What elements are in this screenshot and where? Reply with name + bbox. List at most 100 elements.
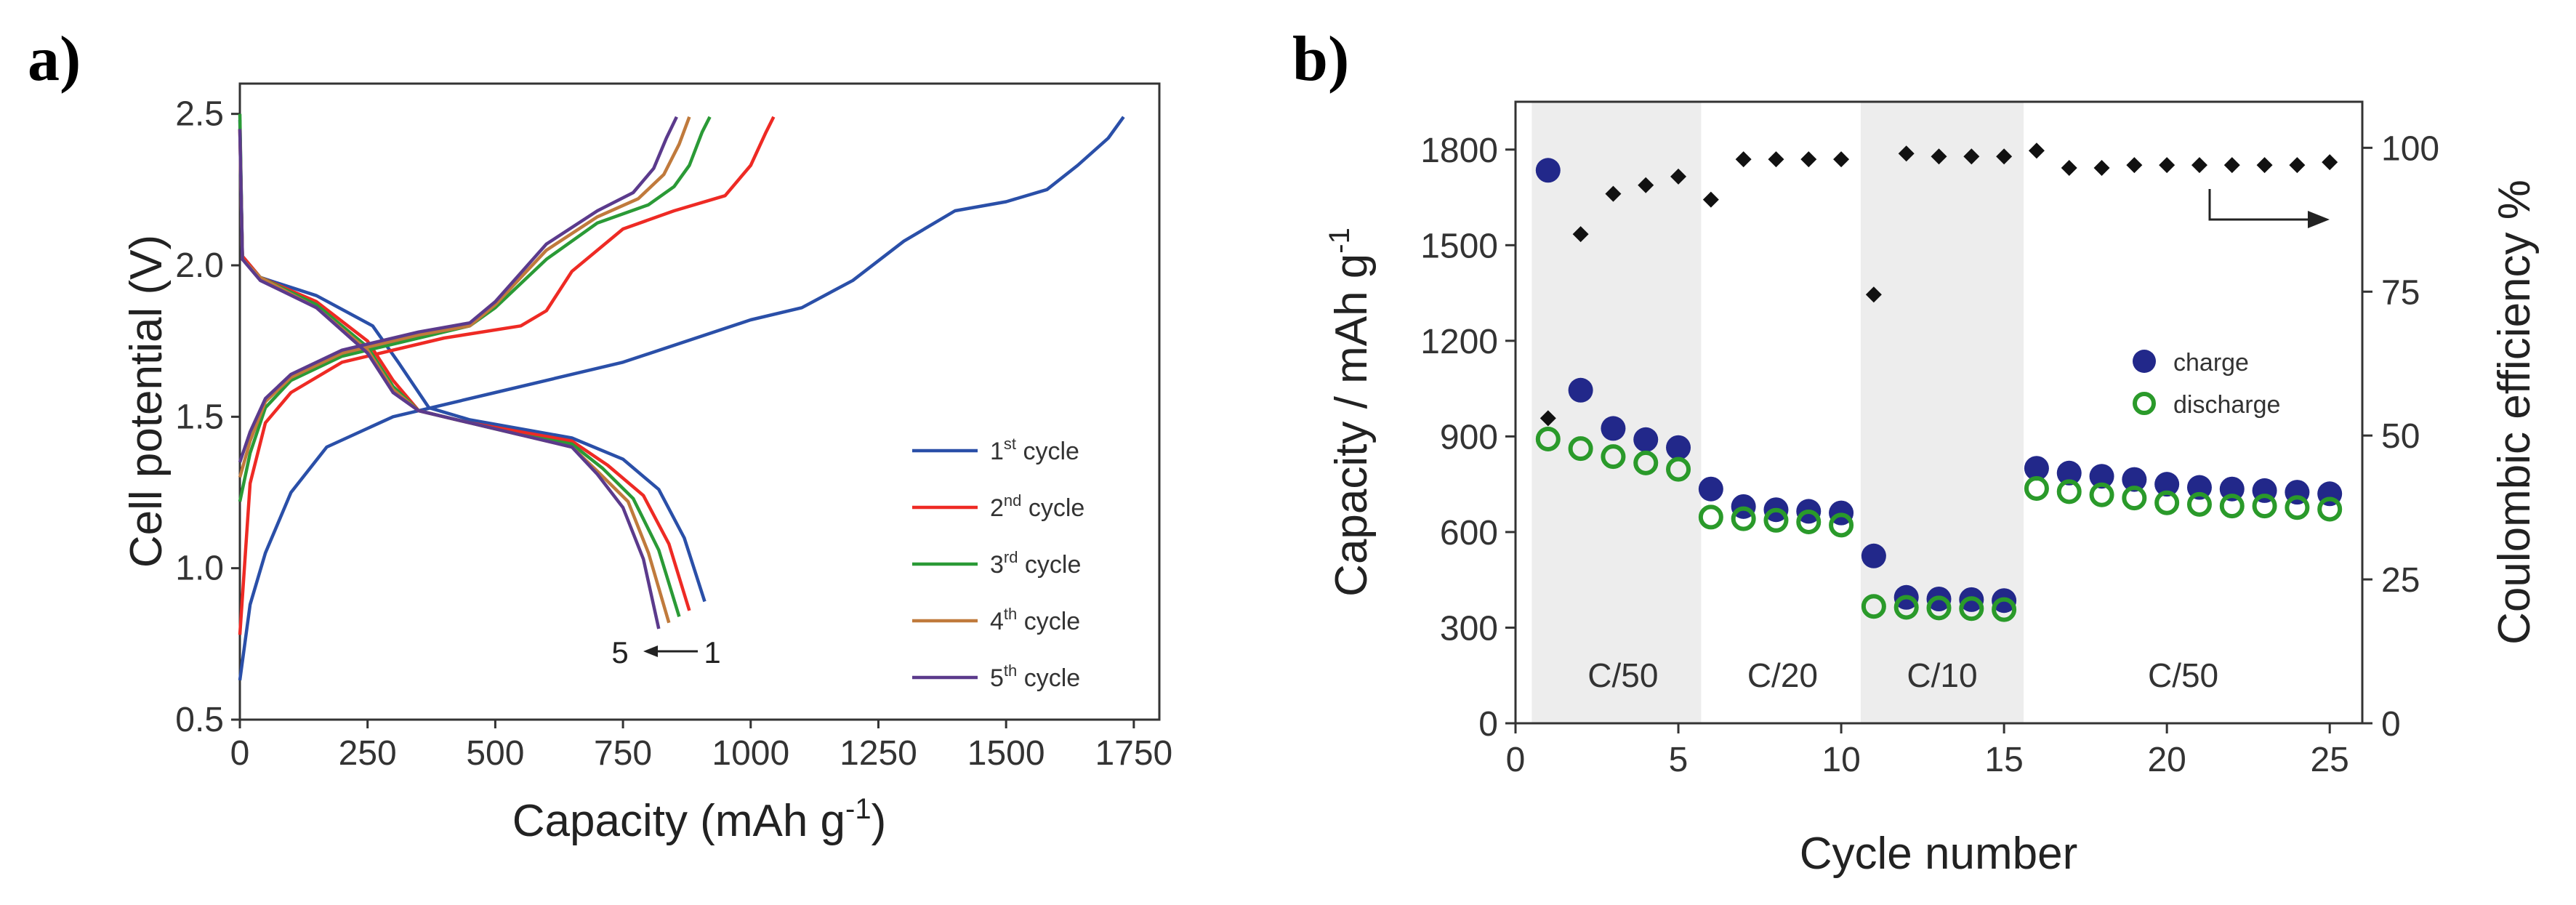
chart-b-xtick-label: 25 [2310, 741, 2348, 779]
chart-a-legend-label: 4th cycle [990, 605, 1080, 635]
chart-b-efficiency-point [1800, 151, 1817, 168]
chart-b-efficiency-point [2223, 157, 2240, 174]
chart-b-discharge-point [1861, 594, 1886, 619]
chart-b-efficiency-point [1833, 151, 1850, 168]
chart-b-ytick-label: 300 [1440, 609, 1498, 648]
chart-b-y2tick-label: 0 [2381, 705, 2401, 744]
chart-b-region-label: C/50 [1587, 656, 1658, 694]
chart-b-discharge-point [1796, 510, 1822, 534]
chart-b-efficiency-point [1735, 151, 1752, 168]
chart-b-ytick-label: 1200 [1420, 323, 1498, 361]
chart-b-discharge-point [2285, 495, 2310, 520]
chart-a-annotation-left: 5 [611, 635, 628, 669]
chart-b-discharge-point [1926, 595, 1952, 621]
chart-b-discharge-point [1992, 597, 2017, 622]
chart-b-arrow-head [2308, 211, 2330, 228]
chart-a-xtick-label: 750 [594, 734, 652, 773]
chart-b-discharge-point [2317, 496, 2343, 522]
chart-b-y2tick-label: 25 [2381, 561, 2420, 600]
chart-b-efficiency-point [1996, 148, 2013, 165]
chart-a-annotation-right: 1 [704, 635, 720, 669]
chart-a-legend-label: 1st cycle [990, 435, 1079, 465]
chart-b-efficiency-point [1931, 148, 1947, 165]
chart-a-lines [238, 113, 1125, 681]
chart-b-xtick-label: 5 [1669, 741, 1689, 779]
chart-a-ylabel: Cell potential (V) [121, 235, 172, 568]
chart-b-y2tick-label: 100 [2381, 129, 2439, 168]
chart-a-xtick-label: 1500 [967, 734, 1045, 773]
chart-b-plot-frame [1514, 100, 2364, 725]
chart-b-legend-charge-marker [2133, 350, 2156, 373]
chart-b-charge-point [1633, 427, 1659, 452]
chart-b-y2tick-label: 50 [2381, 417, 2420, 456]
chart-b-region-label: C/10 [1907, 656, 1977, 694]
chart-a-ytick-label: 0.5 [175, 701, 224, 739]
chart-b-efficiency-point [2159, 157, 2175, 174]
chart-b-xtick-label: 0 [1506, 741, 1526, 779]
chart-b-discharge-point [2154, 490, 2180, 515]
chart-b-efficiency-point [2061, 160, 2077, 177]
chart-b-shaded-region [1860, 102, 2024, 723]
chart-b-efficiency-point [2256, 157, 2273, 174]
chart-b-y2tick-label: 75 [2381, 273, 2420, 312]
chart-a-xlabel: Capacity (mAh g-1) [512, 793, 887, 846]
chart-a-ytick-label: 1.5 [175, 398, 224, 436]
chart-b-discharge-point [2219, 494, 2245, 519]
chart-a-xtick-label: 1250 [840, 734, 917, 773]
chart-b-discharge-point [1893, 595, 1919, 620]
chart-b-efficiency-point [2289, 157, 2306, 174]
chart-b-ytick-label: 600 [1440, 514, 1498, 552]
chart-b-charge-point [2154, 472, 2180, 497]
chart-a-series-2-charge [238, 116, 776, 635]
chart-b-discharge-point [1959, 596, 1984, 622]
chart-b-efficiency-point [2028, 142, 2045, 159]
chart-b-discharge-point [1535, 427, 1561, 451]
chart-b-discharge-point [2186, 491, 2212, 517]
chart-b-ytick-label: 1500 [1420, 227, 1498, 265]
chart-b-charge-point [1568, 377, 1593, 403]
chart-a-xtick-label: 1000 [712, 734, 789, 773]
chart-a-legend-label: 2nd cycle [990, 491, 1084, 522]
chart-b-legend-charge-label: charge [2173, 349, 2249, 377]
chart-b-efficiency-point [1638, 177, 1654, 193]
chart-a-legend-label: 3rd cycle [990, 548, 1081, 579]
chart-b-charge-point [1601, 416, 1626, 441]
chart-b-efficiency-point [1963, 148, 1980, 165]
panel-label-a: a) [28, 24, 81, 94]
chart-a-ytick-label: 2.5 [175, 95, 224, 134]
chart-b-region-label: C/50 [2148, 656, 2218, 694]
chart-b-ticks: 0 5 10 15 20 25 0 300 600 900 1200 1500 1800 0 25 50 75 1… [1420, 129, 2439, 779]
chart-b-efficiency-point [1670, 168, 1687, 185]
chart-b-discharge-point [2252, 494, 2277, 519]
chart-b-xtick-label: 15 [1984, 741, 2023, 779]
panel-label-b: b) [1292, 24, 1349, 94]
chart-b-shaded-regions [1531, 102, 2024, 723]
chart-a-annotation-arrowhead [643, 645, 658, 657]
chart-b-discharge-point [1763, 507, 1789, 533]
chart-b-discharge-point [2089, 482, 2114, 507]
chart-b-legend-discharge-label: discharge [2173, 391, 2280, 419]
chart-b-charge-point [1698, 476, 1723, 502]
chart-b-efficiency-point [1898, 145, 1915, 162]
chart-b-discharge-point [1829, 512, 1854, 538]
chart-b-discharge-point [1666, 456, 1691, 482]
chart-b-arrow-line [2208, 189, 2319, 221]
chart-a-legend: 1st cycle 2nd cycle 3rd cycle 4th cycle 5th … [912, 435, 1084, 692]
chart-b-legend-discharge-marker [2133, 392, 2156, 415]
chart-b-efficiency-arrow [2208, 189, 2330, 228]
chart-a-ytick-label: 1.0 [175, 550, 224, 588]
chart-a-series-4-charge [238, 116, 691, 478]
chart-b-efficiency-point [1865, 286, 1882, 303]
chart-b-charge-point [2089, 464, 2114, 489]
chart-a-legend-label: 5th cycle [990, 661, 1080, 692]
chart-b-region-label: C/20 [1747, 656, 1818, 694]
chart-b-charge-point [1535, 158, 1561, 183]
chart-b-discharge-point [2056, 479, 2082, 504]
chart-b-efficiency-point [1539, 410, 1556, 427]
chart-b-efficiency-point [1605, 185, 1622, 202]
chart-b-ytick-label: 900 [1440, 418, 1498, 456]
chart-b-charge-point [1666, 435, 1691, 460]
chart-b-discharge-point [1731, 506, 1756, 531]
chart-b-efficiency-point [1572, 226, 1589, 243]
